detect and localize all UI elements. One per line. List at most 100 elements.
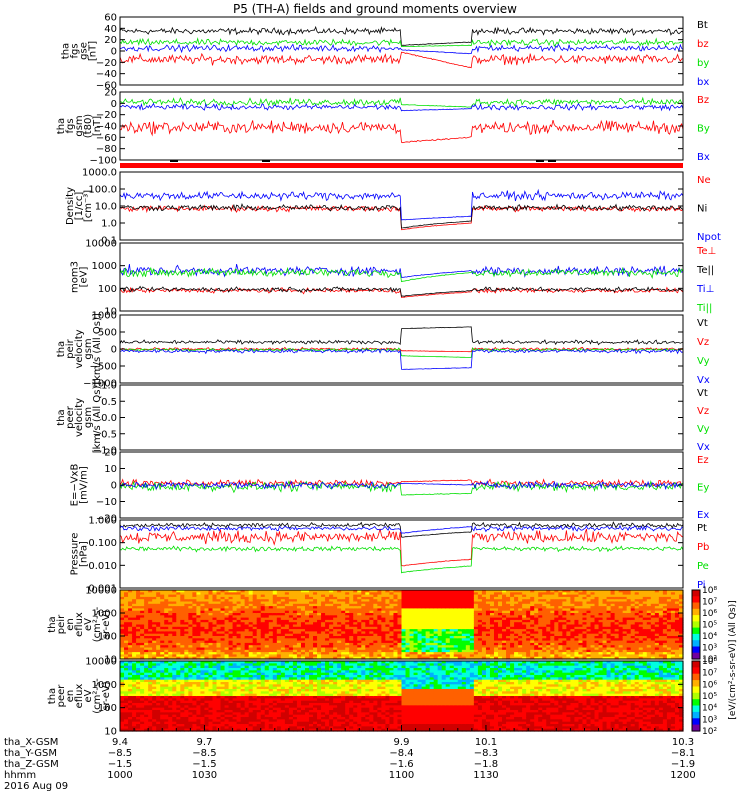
- series-line-bx: [119, 43, 684, 55]
- date-label: 2016 Aug 09: [4, 781, 68, 792]
- colorbar-cell: [692, 686, 700, 694]
- colorbar-tick-label: 10⁸: [702, 586, 717, 596]
- colorbar-tick-label: 10³: [702, 715, 717, 725]
- legend-Ni: Ni: [697, 204, 707, 215]
- colorbar-cell: [692, 646, 700, 654]
- y-axis-label-line: Pressure: [70, 533, 81, 576]
- y-tick-label: 1.0: [101, 219, 117, 230]
- legend-bz: bz: [697, 39, 709, 50]
- y-axis-label-line: peer: [56, 684, 67, 708]
- colorbar-tick-label: 10²: [702, 727, 717, 737]
- y-axis-label-line: [eV]: [79, 267, 90, 288]
- colorbar-tick-label: 10⁸: [702, 657, 717, 667]
- colorbar-tick-label: 10³: [702, 644, 717, 654]
- panel-frame: [119, 16, 684, 86]
- series-line-by: [119, 37, 684, 48]
- x-tick-xgsm: 9.9: [394, 737, 410, 748]
- y-axis-label: thapeerenefluxeV(cm²-s-sr-eV): [47, 678, 112, 714]
- legend-Ey: Ey: [697, 483, 709, 494]
- y-axis-label-line: tha: [56, 118, 67, 134]
- x-tick-xgsm: 9.4: [112, 737, 128, 748]
- y-tick-label: 0.1: [101, 236, 117, 247]
- y-axis-label-line: (cm²-s-: [92, 678, 103, 714]
- y-tick-label: 100: [98, 703, 117, 714]
- colorbar-cell: [692, 667, 700, 675]
- panel-9: 10000 1000 100 10 thapeerenefluxeV(cm²-s-sr-…: [47, 657, 684, 738]
- x-row-label: hhmm: [4, 770, 36, 781]
- panel-3: 10000 1000 100 10 mom3[eV] Te⊥ Te|| Ti⊥ Ti||: [70, 239, 717, 318]
- panel-8: 10000 1000 100 10 thapeirenefluxeV(cm²-s-sr-…: [47, 586, 684, 666]
- y-tick-label: 0.5: [101, 397, 117, 408]
- legend-Ti⊥: Ti⊥: [696, 284, 714, 295]
- y-tick-label: 10000: [85, 239, 117, 250]
- y-tick-label: 1.0: [101, 381, 117, 392]
- legend-Pe: Pe: [697, 561, 709, 572]
- x-tick-ygsm: −8.5: [192, 748, 216, 759]
- y-axis-label-line: (t80): [83, 114, 94, 139]
- legend-Vt: Vt: [697, 318, 708, 329]
- y-axis-label-line: Density: [65, 187, 76, 225]
- x-tick-zgsm: −1.5: [108, 759, 132, 770]
- y-axis-label-line: eV: [83, 618, 94, 631]
- x-tick-zgsm: −1.9: [671, 759, 695, 770]
- panel-frame: [119, 242, 684, 312]
- series-line-Ti||: [119, 266, 684, 283]
- panel-frame: [119, 519, 684, 589]
- series-line-Ey: [119, 479, 684, 496]
- panel-1: 200−20−40−60−80−100 thafgsgsm(t80)[nT] Bz B…: [56, 88, 710, 167]
- y-axis-label-line: (cm²-s-: [92, 606, 103, 642]
- y-tick-label: 0: [111, 481, 117, 492]
- colorbar-frame: [691, 660, 701, 732]
- y-axis-label-line: en: [65, 690, 76, 703]
- legend-Vy: Vy: [697, 424, 710, 435]
- series-line-Bz: [120, 119, 684, 144]
- series-line-Npot: [119, 188, 684, 221]
- legend-Pi: Pi: [697, 580, 706, 591]
- flag-marker: [548, 160, 556, 162]
- colorbar-cell: [692, 705, 700, 713]
- legend-Pt: Pt: [697, 523, 707, 534]
- series-line-Pe: [119, 545, 684, 574]
- colorbar-tick-label: 10⁶: [702, 609, 717, 619]
- y-axis-label-line: [km/s (All Qs)]: [92, 382, 103, 454]
- x-tick-xgsm: 10.1: [475, 737, 497, 748]
- x-tick-ygsm: −8.1: [671, 748, 695, 759]
- legend-Vz: Vz: [697, 406, 709, 417]
- legend-Ez: Ez: [697, 455, 709, 466]
- legend-bx: bx: [697, 77, 709, 88]
- y-tick-label: −20: [96, 110, 117, 121]
- y-tick-label: 0.010: [88, 561, 117, 572]
- x-row-label: tha_Y-GSM: [4, 748, 57, 759]
- flag-marker: [170, 160, 178, 162]
- y-axis-label-line: en: [65, 618, 76, 631]
- legend-Bx: Bx: [697, 152, 710, 163]
- y-tick-label: 1000.0: [82, 168, 117, 179]
- y-tick-label: 10000: [85, 657, 117, 668]
- y-axis-label-line: tha: [56, 341, 67, 357]
- y-tick-label: 0.0: [101, 413, 117, 424]
- y-axis-label-line: [1/cc]: [74, 192, 85, 221]
- y-axis-label-line: gsm: [83, 407, 94, 428]
- y-axis-label: thapeirenefluxeV(cm²-s-sr-eV): [47, 606, 112, 642]
- y-tick-label: 0.100: [88, 538, 117, 549]
- series-line-Te||: [119, 285, 684, 297]
- y-tick-label: 1000: [92, 311, 117, 322]
- colorbar-cell: [692, 652, 700, 660]
- legend-Npot: Npot: [697, 232, 721, 243]
- series-line-Bt: [119, 25, 684, 46]
- series-line-Vy: [119, 347, 684, 358]
- colorbar-cell: [692, 596, 700, 604]
- flag-marker: [262, 160, 270, 162]
- series-line-Pt: [119, 521, 684, 538]
- y-axis-label-line: [nT]: [88, 41, 99, 61]
- x-tick-zgsm: −1.8: [474, 759, 498, 770]
- y-tick-label: 100.0: [88, 185, 117, 196]
- y-axis-label: thafgsgse[nT]: [61, 41, 99, 61]
- y-axis-label-line: [nT]: [92, 116, 103, 136]
- legend-Ex: Ex: [697, 510, 709, 521]
- x-tick-ygsm: −8.5: [108, 748, 132, 759]
- series-line-bz: [119, 51, 684, 69]
- y-axis-label-line: eflux: [74, 684, 85, 709]
- chart-title: P5 (TH-A) fields and ground moments over…: [233, 2, 517, 16]
- y-axis-label-line: sr-eV): [101, 681, 112, 710]
